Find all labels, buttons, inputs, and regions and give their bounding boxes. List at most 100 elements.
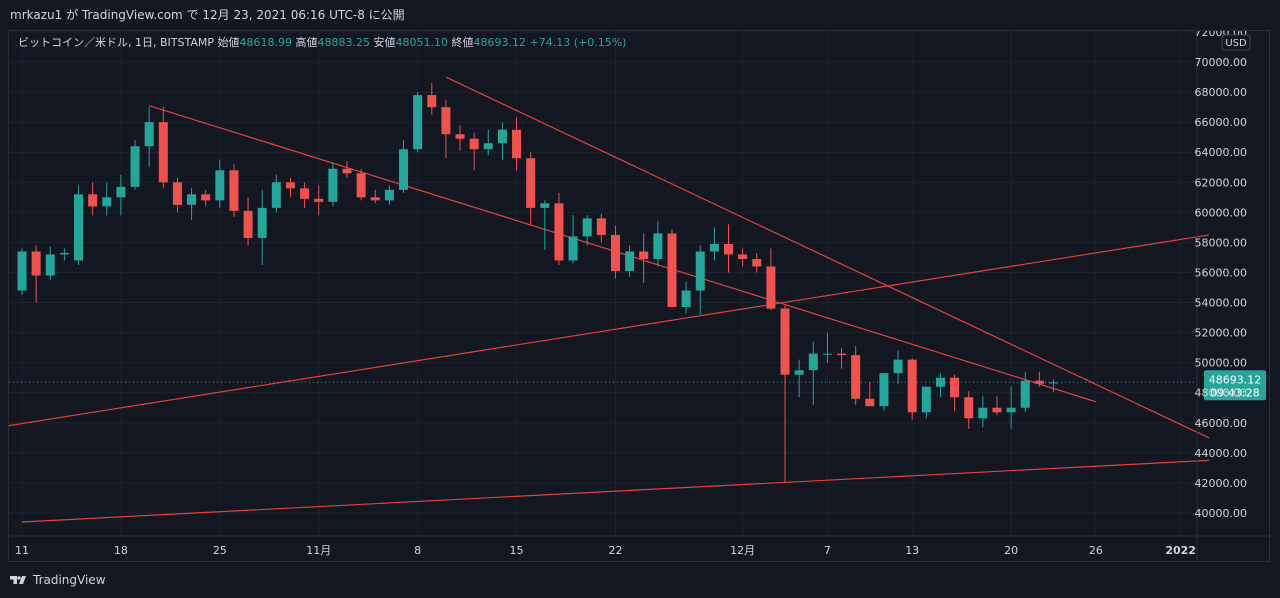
candle-body — [540, 203, 550, 208]
candle-body — [172, 182, 182, 205]
candle-body — [158, 122, 168, 183]
price-tick-label: 40000.00 — [1195, 507, 1248, 520]
candle-body — [45, 254, 55, 276]
chart-frame[interactable]: 48693.12 09:43:28 40000.00 42000.00 44000.0… — [8, 30, 1270, 562]
candle-body — [709, 243, 719, 252]
price-tick-label: 56000.00 — [1195, 266, 1248, 279]
candle-body — [568, 236, 578, 261]
candle-body — [851, 355, 861, 399]
time-tick-label: 22 — [608, 544, 622, 557]
candle-body — [88, 194, 98, 207]
close-value: 48693.12 — [473, 36, 527, 49]
candle-body — [1006, 407, 1016, 413]
high-label: 高値 — [295, 36, 318, 49]
time-tick-label: 8 — [414, 544, 421, 557]
change-value: +74.13 (+0.15%) — [529, 36, 627, 49]
candle-body — [229, 170, 239, 211]
candle-body — [738, 254, 748, 259]
candle-body — [526, 158, 536, 208]
candle-body — [766, 266, 776, 309]
candle-body — [342, 168, 352, 174]
candle-body — [370, 197, 380, 201]
price-tick-label: 66000.00 — [1195, 116, 1248, 129]
candle-body — [822, 353, 832, 355]
time-tick-label: 26 — [1089, 544, 1103, 557]
candle-body — [808, 353, 818, 371]
candle-body — [59, 252, 69, 255]
candle-body — [483, 143, 493, 150]
time-tick-label: 2022 — [1165, 544, 1196, 557]
candle-body — [794, 370, 804, 375]
candle-body — [992, 407, 1002, 413]
price-tick-label: 72000.00 — [1195, 31, 1248, 39]
candle-body — [285, 182, 295, 189]
footer: TradingView — [10, 568, 106, 592]
candle-body — [596, 218, 606, 235]
candle-body — [1034, 380, 1044, 384]
time-tick-label: 11 — [15, 544, 29, 557]
candle-body — [639, 251, 649, 259]
price-tick-label: 54000.00 — [1195, 297, 1248, 310]
time-tick-label: 7 — [824, 544, 831, 557]
candle-body — [130, 146, 140, 187]
candle-body — [356, 173, 366, 198]
high-value: 48883.25 — [317, 36, 371, 49]
candle-body — [950, 377, 960, 398]
publisher-text: mrkazu1 が TradingView.com で 12月 23, 2021… — [10, 8, 405, 22]
candle-body — [455, 134, 465, 139]
candle-body — [752, 258, 762, 267]
candle-body — [935, 377, 945, 387]
candle-body — [399, 149, 409, 190]
candle-body — [427, 95, 437, 108]
price-tick-label: 44000.00 — [1195, 447, 1248, 460]
candle-body — [384, 189, 394, 201]
grid — [9, 31, 1197, 536]
price-tick-label: 46000.00 — [1195, 417, 1248, 430]
time-axis[interactable]: 11 18 25 11月 8 15 22 12月 7 13 20 26 2022 — [9, 535, 1269, 557]
trendline — [21, 459, 1209, 523]
open-value: 48618.99 — [239, 36, 293, 49]
candle-body — [215, 170, 225, 201]
candle-body — [31, 251, 41, 276]
price-axis[interactable]: 40000.00 42000.00 44000.00 46000.00 48000.00… — [1195, 31, 1251, 561]
candle-body — [724, 243, 733, 255]
candle-body — [144, 122, 154, 147]
time-tick-label: 11月 — [306, 544, 331, 557]
candle-body — [441, 107, 451, 135]
last-price-timer: 09:43:28 — [1210, 386, 1259, 399]
trendline — [148, 105, 1097, 403]
candle-body — [554, 203, 564, 261]
currency-label: USD — [1225, 38, 1247, 49]
candle-body — [978, 407, 988, 419]
time-tick-label: 12月 — [730, 544, 755, 557]
price-tick-label: 64000.00 — [1195, 146, 1248, 159]
candle-body — [497, 129, 507, 144]
candles — [17, 83, 1058, 483]
candle-body — [921, 386, 931, 413]
publish-header: mrkazu1 が TradingView.com で 12月 23, 2021… — [0, 0, 1280, 30]
candle-body — [879, 373, 889, 407]
symbol-legend: ビットコイン／米ドル, 1日, BITSTAMP 始値48618.99 高値48… — [18, 34, 626, 50]
candle-body — [582, 218, 592, 237]
currency-box — [1221, 34, 1251, 51]
tradingview-logo-icon — [10, 576, 26, 584]
candle-body — [1020, 380, 1030, 408]
candle-body — [610, 234, 620, 271]
price-tick-label: 60000.00 — [1195, 206, 1248, 219]
candle-body — [116, 186, 126, 198]
candle-body — [328, 168, 338, 202]
price-tick-label: 50000.00 — [1195, 357, 1248, 370]
candle-body — [964, 397, 974, 419]
candle-body — [837, 353, 847, 356]
candle-body — [413, 95, 423, 150]
low-value: 48051.10 — [395, 36, 449, 49]
price-tick-label: 70000.00 — [1195, 56, 1248, 69]
close-label: 終値 — [451, 36, 474, 49]
candle-body — [187, 194, 197, 205]
candle-body — [74, 194, 84, 261]
open-label: 始値 — [217, 36, 240, 49]
candle-body — [469, 138, 479, 150]
price-tick-label: 68000.00 — [1195, 86, 1248, 99]
